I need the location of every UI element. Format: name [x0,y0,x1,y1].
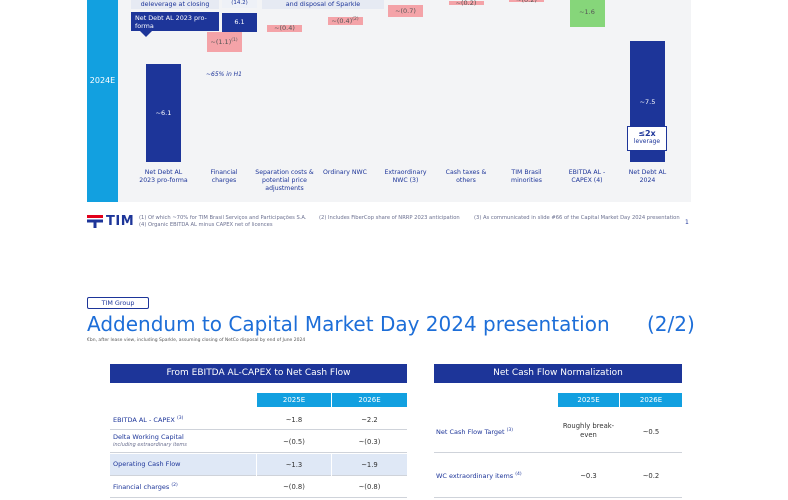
row-value-2026: ~1.9 [361,461,378,469]
row-value-2026: ~0.2 [642,472,660,480]
tim-logo: TIM [87,214,134,229]
bar-7 [509,0,544,2]
tim-logo-text: TIM [106,214,135,229]
row-value-2025: Roughly break-even [562,422,615,439]
row-value-2025: ~0.3 [580,472,597,480]
bar-value-label: ~(1.1)(1) [210,37,238,46]
bar-2 [206,31,242,52]
bar-value-label: ~(0.4) [274,24,295,33]
row-value-2026: ~(0.8) [358,483,381,491]
page-title: Addendum to Capital Market Day 2024 pres… [87,312,610,336]
row-value-2026: ~2.2 [361,416,378,424]
right-col-2026: 2026E [620,393,682,407]
period-label: 2024E [89,76,116,85]
row-label: WC extraordinary items (4) [436,472,522,481]
bar-1 [146,64,181,162]
sparkle-callout: and disposal of Sparkle [262,0,384,9]
category-label: Cash taxes & others [445,169,487,184]
row-value-2025: ~1.3 [285,461,303,469]
leverage-value: ≤2x [638,129,656,138]
bar-5 [388,4,423,18]
page-subtitle: €bn, after lease view, including Sparkle… [87,338,306,343]
bar-8 [569,0,605,27]
callout-pointer [140,31,152,37]
row-label: Operating Cash Flow [113,460,181,468]
bar-value-label: ~(0.4)(2) [331,17,359,26]
bar-value-label: ~(0.7) [395,7,416,16]
fin-charges-note: ~65% in H1 [206,71,242,78]
category-label: Extraordinary NWC (3) [384,169,427,184]
left-col-2026: 2026E [332,393,407,407]
period-band [87,0,118,202]
column-divider [256,454,257,476]
table-row: WC extraordinary items (4) ~0.3 ~0.2 [434,454,682,498]
category-label: EBITDA AL - CAPEX (4) [568,169,606,184]
category-label: Financial charges [210,169,238,184]
bar-value-label: ~(0.2) [455,0,477,8]
tim-logo-icon [87,215,103,228]
row-label: EBITDA AL - CAPEX (3) [113,416,184,425]
page-part: (2/2) [647,312,695,336]
bar-3 [267,24,302,32]
category-label: Separation costs & potential price adjus… [255,169,314,192]
net-debt-callout-value: 6.1 [222,13,257,32]
table-row: EBITDA AL - CAPEX (3) ~1.8 ~2.2 [110,410,407,430]
column-divider [331,454,332,476]
table-row: Net Cash Flow Target (3) Roughly break-e… [434,410,682,453]
footnote-1: (1) Of which ~70% for TIM Brasil Serviço… [139,215,307,221]
bar-value-label: ~1.6 [579,8,595,17]
leverage-box: ≤2x leverage [627,126,667,151]
table-row-highlight: Operating Cash Flow ~1.3 ~1.9 [110,454,407,476]
group-tag: TIM Group [87,297,149,309]
right-table-heading: Net Cash Flow Normalization [434,364,682,383]
page-number: 1 [685,219,689,226]
row-value-2026: ~0.5 [642,428,660,436]
row-value-2026: ~(0.3) [358,438,381,446]
leverage-label: leverage [633,138,661,145]
category-label: Net Debt AL 2023 pro-forma [139,169,188,184]
deleverage-callout: deleverage at closing [131,0,219,9]
row-value-2025: ~(0.8) [283,483,305,491]
left-table-heading: From EBITDA AL-CAPEX to Net Cash Flow [110,364,407,383]
category-label: TIM Brasil minorities [511,169,542,184]
row-value-2025: ~1.8 [285,416,303,424]
row-label: Delta Working Capital including extraordi… [113,433,187,448]
row-label: Financial charges (2) [113,483,178,492]
row-value-2025: ~(0.5) [283,438,305,446]
right-col-2025: 2025E [558,393,619,407]
bar-value-label: ~(0.2) [499,0,554,4]
footnote-4: (4) Organic EBITDA AL minus CAPEX net of… [139,222,273,228]
bar-6 [448,1,484,6]
category-label: Ordinary NWC [323,169,367,176]
category-label: Net Debt AL 2024 [628,169,667,184]
table-row: Delta Working Capital including extraordi… [110,431,407,453]
table-row: Financial charges (2) ~(0.8) ~(0.8) [110,477,407,498]
bar-value-label: ~7.5 [639,97,656,106]
net-debt-callout: Net Debt AL 2023 pro-forma [131,12,219,31]
footnote-2: (2) Includes FiberCop share of NRRP 2023… [319,215,460,221]
footnote-3: (3) As communicated in slide #66 of the … [474,215,680,221]
bar-value-label: ~6.1 [155,109,172,117]
bar-4 [327,17,363,25]
deleverage-value: (14.2) [222,0,257,8]
row-label: Net Cash Flow Target (3) [436,428,514,437]
left-col-2025: 2025E [257,393,331,407]
